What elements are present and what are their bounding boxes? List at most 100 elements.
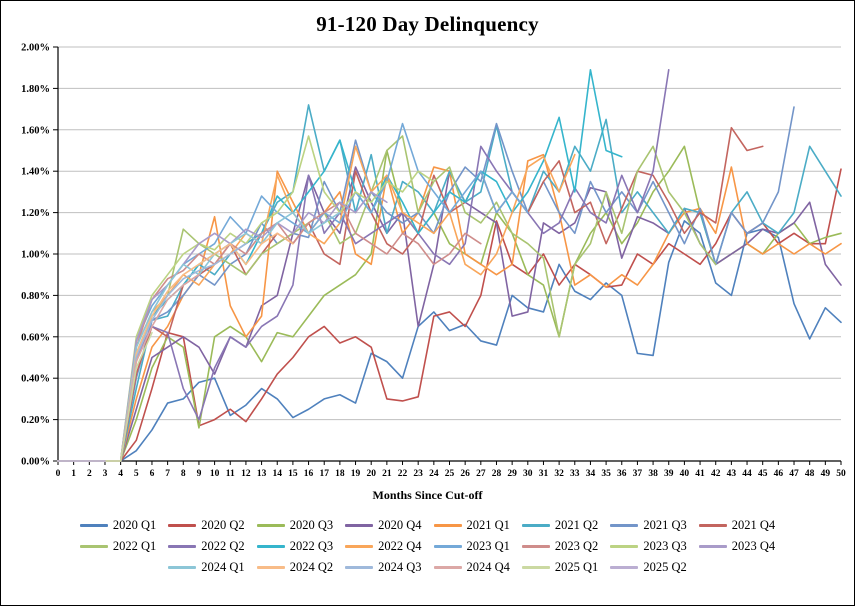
x-tick-label: 12 xyxy=(241,469,251,479)
x-tick-label: 0 xyxy=(56,469,61,479)
legend-line-swatch xyxy=(610,524,639,527)
x-tick-label: 1 xyxy=(71,469,76,479)
chart-legend: 2020 Q1 2020 Q2 2020 Q3 2020 Q4 2021 Q1 2021 … xyxy=(1,515,854,578)
y-tick-label: 1.20% xyxy=(21,208,50,219)
x-tick-label: 49 xyxy=(821,469,831,479)
legend-line-swatch xyxy=(521,566,550,569)
y-tick-label: 0.20% xyxy=(21,415,50,426)
x-tick-label: 43 xyxy=(727,469,737,479)
legend-item-2024-q4: 2024 Q4 xyxy=(433,560,510,575)
legend-line-swatch xyxy=(433,545,462,548)
y-tick-label: 1.80% xyxy=(21,84,50,95)
x-tick-label: 44 xyxy=(742,469,752,479)
x-axis-title: Months Since Cut-off xyxy=(372,488,483,502)
legend-label: 2020 Q3 xyxy=(289,518,334,532)
x-tick-label: 38 xyxy=(648,469,658,479)
x-tick-label: 2 xyxy=(87,469,92,479)
x-tick-label: 8 xyxy=(181,469,186,479)
x-tick-label: 31 xyxy=(539,469,549,479)
series-line-2022-q3 xyxy=(57,68,623,462)
x-tick-label: 23 xyxy=(413,469,423,479)
legend-line-swatch xyxy=(345,566,374,569)
x-tick-label: 20 xyxy=(366,469,376,479)
x-tick-label: 27 xyxy=(476,469,486,479)
legend-label: 2023 Q4 xyxy=(731,539,776,553)
series-line-2021-q4 xyxy=(57,126,764,462)
legend-label: 2025 Q2 xyxy=(643,560,687,574)
x-tick-label: 19 xyxy=(351,469,361,479)
legend-line-swatch xyxy=(521,545,550,548)
legend-item-2020-q1: 2020 Q1 xyxy=(79,518,157,533)
legend-item-2022-q1: 2022 Q1 xyxy=(79,539,156,554)
x-tick-label: 46 xyxy=(774,469,784,479)
legend-line-swatch xyxy=(79,545,108,548)
legend-item-2020-q4: 2020 Q4 xyxy=(345,518,422,533)
legend-item-2023-q3: 2023 Q3 xyxy=(610,539,687,554)
legend-label: 2022 Q3 xyxy=(289,539,334,553)
legend-item-2020-q3: 2020 Q3 xyxy=(256,518,334,533)
legend-label: 2024 Q2 xyxy=(289,560,334,574)
legend-item-2021-q4: 2021 Q4 xyxy=(698,518,775,533)
x-tick-label: 3 xyxy=(103,469,108,479)
legend-item-2021-q2: 2021 Q2 xyxy=(521,518,598,533)
y-tick-label: 0.00% xyxy=(21,457,50,468)
legend-label: 2022 Q4 xyxy=(378,539,422,553)
legend-item-2025-q2: 2025 Q2 xyxy=(610,560,687,575)
x-tick-label: 28 xyxy=(492,469,502,479)
legend-line-swatch xyxy=(610,566,639,569)
x-tick-label: 40 xyxy=(680,469,690,479)
legend-item-2020-q2: 2020 Q2 xyxy=(168,518,245,533)
legend-item-2023-q2: 2023 Q2 xyxy=(521,539,599,554)
legend-line-swatch xyxy=(256,545,285,548)
legend-line-swatch xyxy=(433,524,462,527)
legend-label: 2023 Q2 xyxy=(554,539,599,553)
legend-label: 2020 Q1 xyxy=(112,518,157,532)
x-tick-label: 5 xyxy=(134,469,139,479)
legend-item-2022-q2: 2022 Q2 xyxy=(168,539,245,554)
x-tick-label: 30 xyxy=(523,469,533,479)
legend-line-swatch xyxy=(168,545,197,548)
y-tick-label: 1.40% xyxy=(21,167,50,178)
x-tick-label: 15 xyxy=(288,469,298,479)
x-tick-label: 29 xyxy=(507,469,517,479)
legend-item-2021-q1: 2021 Q1 xyxy=(433,518,510,533)
legend-item-2023-q1: 2023 Q1 xyxy=(433,539,510,554)
legend-line-swatch xyxy=(256,566,285,569)
x-tick-label: 39 xyxy=(664,469,674,479)
x-tick-label: 33 xyxy=(570,469,580,479)
legend-item-2023-q4: 2023 Q4 xyxy=(698,539,776,554)
legend-line-swatch xyxy=(168,524,197,527)
legend-line-swatch xyxy=(433,566,462,569)
series-line-2020-q1 xyxy=(57,220,842,462)
x-tick-label: 25 xyxy=(445,469,455,479)
legend-line-swatch xyxy=(168,566,197,569)
x-tick-label: 17 xyxy=(319,469,329,479)
plot-area: 0.00% 0.20% 0.40% 0.60% 0.80% 1.00% 1.20% 1.40%… xyxy=(21,43,846,480)
legend-label: 2025 Q1 xyxy=(554,560,599,574)
legend-item-2022-q4: 2022 Q4 xyxy=(345,539,422,554)
legend-label: 2020 Q4 xyxy=(378,518,422,532)
legend-label: 2023 Q3 xyxy=(643,539,687,553)
legend-line-swatch xyxy=(345,524,374,527)
legend-line-swatch xyxy=(345,545,374,548)
x-tick-label: 13 xyxy=(257,469,267,479)
x-tick-label: 48 xyxy=(805,469,815,479)
legend-item-2024-q3: 2024 Q3 xyxy=(345,560,422,575)
x-tick-label: 4 xyxy=(118,469,123,479)
legend-item-2021-q3: 2021 Q3 xyxy=(610,518,687,533)
y-tick-label: 0.60% xyxy=(21,332,50,343)
chart-title: 91-120 Day Delinquency xyxy=(316,12,539,36)
series-line-2023-q4 xyxy=(57,191,388,462)
x-tick-label: 42 xyxy=(711,469,721,479)
legend-label: 2023 Q1 xyxy=(466,539,510,553)
legend-item-2022-q3: 2022 Q3 xyxy=(256,539,334,554)
legend-label: 2024 Q4 xyxy=(466,560,510,574)
x-tick-label: 24 xyxy=(429,469,439,479)
x-tick-label: 16 xyxy=(304,469,314,479)
x-tick-label: 47 xyxy=(789,469,799,479)
x-tick-label: 34 xyxy=(586,469,596,479)
x-tick-label: 11 xyxy=(226,469,235,479)
legend-label: 2021 Q1 xyxy=(466,518,510,532)
legend-row: 2022 Q1 2022 Q2 2022 Q3 2022 Q4 2023 Q1 2023 … xyxy=(1,536,854,557)
series-line-2024-q2 xyxy=(57,232,294,462)
